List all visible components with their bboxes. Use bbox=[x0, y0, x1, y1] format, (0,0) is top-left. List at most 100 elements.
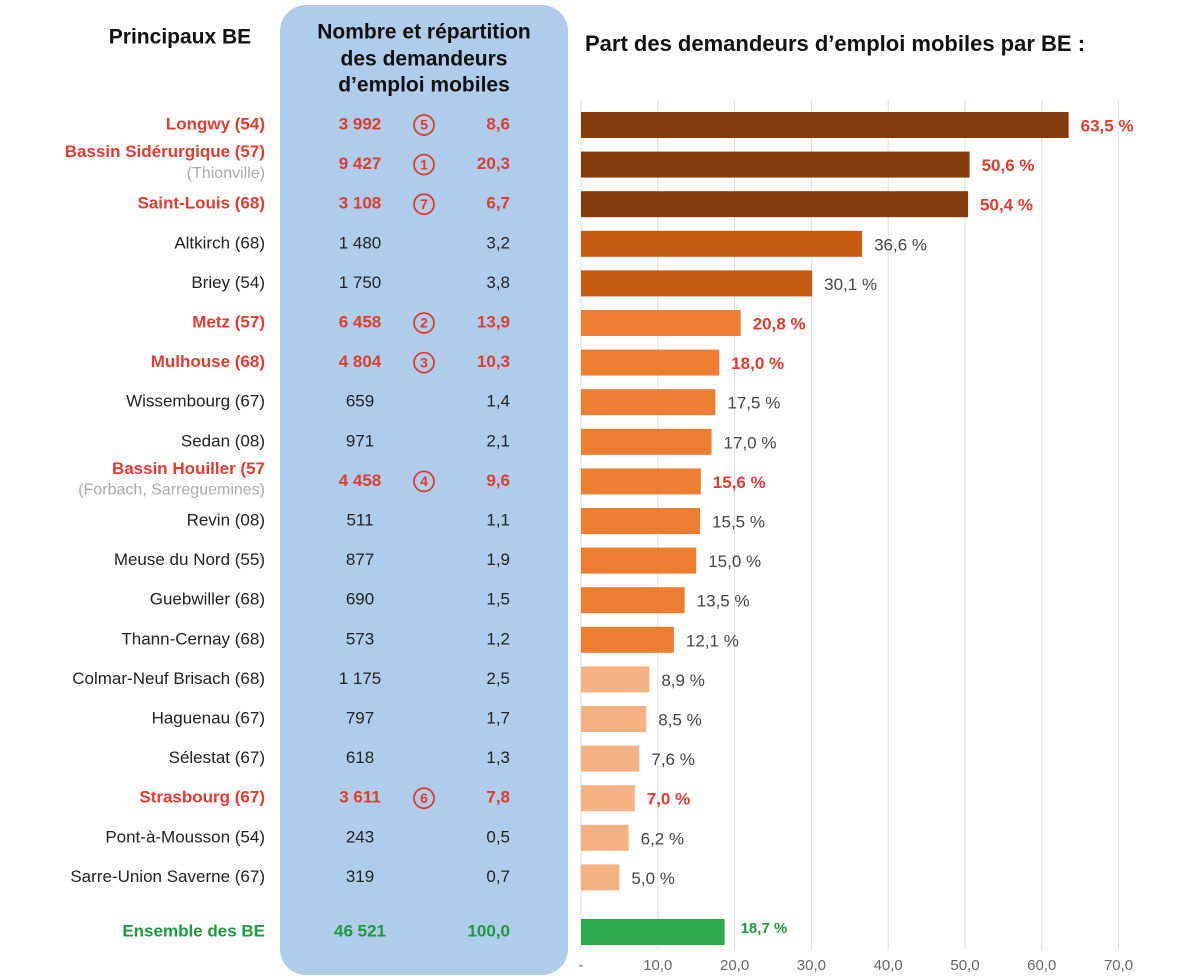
value-label: 15,6 % bbox=[713, 473, 766, 492]
total-share: 100,0 bbox=[467, 921, 510, 940]
bar bbox=[581, 349, 720, 376]
rank: 5 bbox=[420, 117, 428, 133]
share: 3,2 bbox=[486, 233, 510, 252]
share: 1,2 bbox=[486, 629, 510, 648]
x-tick-label: - bbox=[579, 957, 584, 974]
category-label: Bassin Houiller (57 bbox=[112, 459, 265, 478]
bar bbox=[581, 864, 620, 891]
value-label: 8,5 % bbox=[658, 710, 701, 729]
count: 1 480 bbox=[339, 233, 382, 252]
bar bbox=[581, 468, 701, 495]
count: 3 611 bbox=[339, 788, 381, 807]
bar bbox=[581, 626, 674, 653]
count: 1 750 bbox=[339, 273, 382, 292]
share: 13,9 bbox=[477, 312, 510, 331]
value-label: 50,4 % bbox=[980, 196, 1033, 215]
bar bbox=[581, 310, 741, 336]
category-label: Thann-Cernay (68) bbox=[121, 629, 265, 648]
category-label: Bassin Sidérurgique (57) bbox=[65, 142, 265, 161]
count: 511 bbox=[346, 510, 373, 529]
bar bbox=[581, 919, 725, 945]
value-label: 7,6 % bbox=[651, 750, 694, 769]
category-label: Briey (54) bbox=[191, 273, 265, 292]
value-label: 36,6 % bbox=[874, 235, 927, 254]
count: 243 bbox=[346, 827, 374, 846]
share: 1,3 bbox=[486, 748, 510, 767]
value-label: 6,2 % bbox=[641, 829, 684, 848]
value-label: 15,5 % bbox=[712, 512, 765, 531]
x-tick-label: 70,0 bbox=[1104, 957, 1133, 974]
count: 3 108 bbox=[339, 194, 382, 213]
value-label: 17,0 % bbox=[724, 433, 777, 452]
count: 877 bbox=[346, 550, 374, 569]
x-tick-label: 10,0 bbox=[643, 957, 672, 974]
share: 1,5 bbox=[486, 590, 510, 609]
category-label: Guebwiller (68) bbox=[150, 590, 265, 609]
category-label: Metz (57) bbox=[192, 312, 265, 331]
total-count: 46 521 bbox=[334, 921, 386, 940]
share: 6,7 bbox=[486, 194, 510, 213]
value-label: 15,0 % bbox=[708, 552, 761, 571]
share: 10,3 bbox=[477, 352, 510, 371]
count: 971 bbox=[346, 431, 374, 450]
share: 1,7 bbox=[486, 708, 510, 727]
category-label: Sarre-Union Saverne (67) bbox=[70, 867, 265, 886]
x-tick-label: 20,0 bbox=[720, 957, 749, 974]
count: 1 175 bbox=[339, 669, 382, 688]
category-label: Mulhouse (68) bbox=[151, 352, 265, 371]
rank-circle bbox=[413, 470, 435, 493]
count: 3 992 bbox=[339, 114, 382, 133]
category-label: Saint-Louis (68) bbox=[137, 194, 265, 213]
share: 1,4 bbox=[486, 392, 510, 411]
bar bbox=[581, 191, 969, 218]
share: 2,5 bbox=[486, 669, 510, 688]
panel-header: des demandeurs bbox=[341, 48, 508, 71]
value-label: 7,0 % bbox=[647, 790, 690, 809]
share: 1,1 bbox=[486, 510, 510, 529]
count: 690 bbox=[346, 590, 374, 609]
rank: 3 bbox=[420, 354, 428, 370]
bar bbox=[581, 785, 635, 812]
bar bbox=[581, 389, 716, 416]
rank-circle bbox=[413, 787, 435, 810]
bar bbox=[581, 112, 1069, 138]
category-sublabel: (Thionville) bbox=[187, 165, 265, 182]
value-label: 13,5 % bbox=[697, 592, 750, 611]
bar bbox=[581, 745, 640, 772]
share: 7,8 bbox=[486, 788, 510, 807]
category-label: Pont-à-Mousson (54) bbox=[105, 827, 265, 846]
count: 319 bbox=[346, 867, 374, 886]
category-label: Meuse du Nord (55) bbox=[114, 550, 265, 569]
rank: 7 bbox=[420, 196, 428, 212]
count: 618 bbox=[346, 748, 374, 767]
value-label: 63,5 % bbox=[1081, 116, 1134, 135]
share: 1,9 bbox=[486, 550, 510, 569]
chart-title: Part des demandeurs d’emploi mobiles par… bbox=[585, 31, 1085, 56]
category-label: Sedan (08) bbox=[181, 431, 265, 450]
value-label: 8,9 % bbox=[661, 671, 704, 690]
share: 2,1 bbox=[486, 431, 510, 450]
share: 20,3 bbox=[477, 154, 510, 173]
value-label: 20,8 % bbox=[753, 314, 806, 333]
category-label: Wissembourg (67) bbox=[126, 392, 265, 411]
share: 3,8 bbox=[486, 273, 510, 292]
share: 0,7 bbox=[486, 867, 510, 886]
bar bbox=[581, 508, 701, 534]
rank-circle bbox=[413, 114, 435, 136]
bar bbox=[581, 706, 647, 732]
x-tick-label: 40,0 bbox=[874, 957, 903, 974]
count: 4 804 bbox=[339, 352, 382, 371]
rank-circle bbox=[413, 193, 435, 216]
value-label: 18,0 % bbox=[731, 354, 784, 373]
panel-header: d’emploi mobiles bbox=[338, 74, 510, 97]
category-label: Haguenau (67) bbox=[152, 708, 265, 727]
count: 573 bbox=[346, 629, 374, 648]
panel bbox=[280, 5, 568, 975]
bar bbox=[581, 666, 650, 693]
value-label: 5,0 % bbox=[631, 869, 674, 888]
bar bbox=[581, 824, 629, 851]
panel-header: Nombre et répartition bbox=[317, 21, 531, 44]
rank-circle bbox=[413, 351, 435, 374]
